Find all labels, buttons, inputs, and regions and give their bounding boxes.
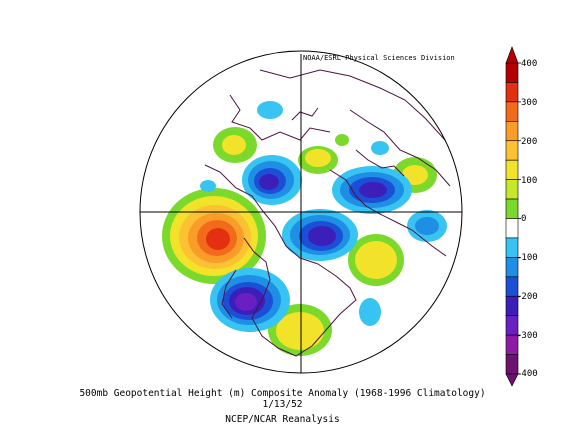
- map-title: 500mb Geopotential Height (m) Composite …: [79, 388, 486, 399]
- colorbar-segment: [505, 140, 519, 161]
- colorbar-segment: [505, 179, 519, 200]
- colorbar-label-minus-400: -400: [516, 369, 538, 379]
- negative-anomaly-alaska: [242, 155, 302, 205]
- positive-anomaly-atlantic: [348, 234, 404, 286]
- negative-anomaly-nw-pacific: [210, 268, 290, 332]
- colorbar-top-cap: [505, 46, 519, 64]
- colorbar-label-minus-300: -300: [516, 331, 538, 341]
- colorbar-label-0: 0: [521, 214, 527, 224]
- negative-anomaly-atlantic: [359, 298, 381, 326]
- colorbar-label-200: 200: [521, 137, 538, 147]
- colorbar-segment: [505, 159, 519, 180]
- colorbar-bottom-cap: [505, 373, 519, 387]
- colorbar-segment: [505, 121, 519, 142]
- colorbar-segment: [505, 101, 519, 122]
- negative-anomaly-canada: [282, 209, 358, 261]
- colorbar-segment: [505, 198, 519, 219]
- colorbar-label-100: 100: [521, 176, 538, 186]
- colorbar-label-300: 300: [521, 98, 538, 108]
- colorbar-segment: [505, 82, 519, 103]
- colorbar-label-minus-200: -200: [516, 292, 538, 302]
- map-date: 1/13/52: [262, 399, 303, 410]
- colorbar-label-400: 400: [521, 59, 538, 69]
- positive-anomaly-pacific: [162, 188, 266, 284]
- colorbar-label-minus-100: -100: [516, 253, 538, 263]
- map-source: NCEP/NCAR Reanalysis: [225, 414, 340, 425]
- negative-anomaly-scandinavia: [332, 166, 412, 214]
- positive-anomaly-us: [268, 304, 332, 356]
- colorbar-segment: [505, 218, 519, 239]
- negative-anomaly-chukchi: [257, 101, 283, 119]
- colorbar-segment: [505, 62, 519, 83]
- colorbar: [505, 46, 521, 387]
- credit-text: NOAA/ESRL Physical Sciences Division: [303, 54, 455, 62]
